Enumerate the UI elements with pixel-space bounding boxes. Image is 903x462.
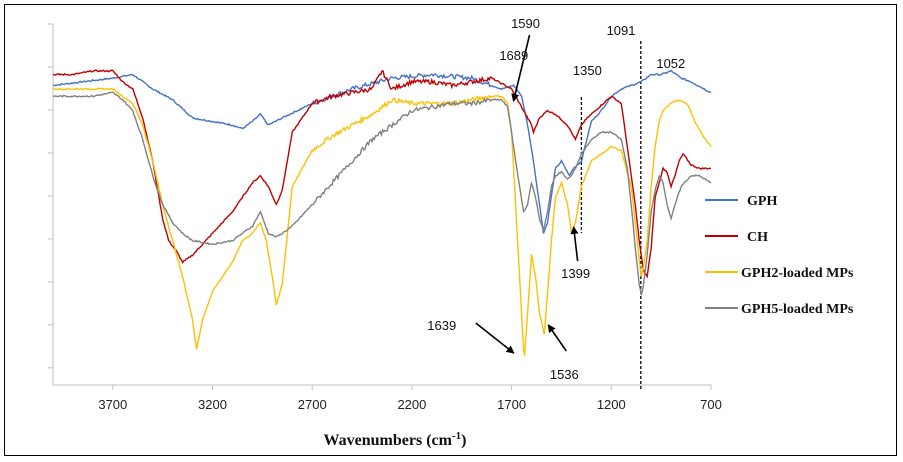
arrow-1536	[547, 324, 567, 352]
arrow-1399	[570, 226, 579, 262]
reference-lines	[580, 41, 642, 389]
x-tick-label: 1700	[497, 397, 526, 412]
y-axis-ticks	[48, 23, 53, 369]
series-line-3	[52, 87, 712, 356]
series-line-4	[52, 91, 712, 296]
x-tick-label: 700	[700, 397, 722, 412]
legend-label-1: GPH	[747, 194, 777, 209]
annotation-label-1350: 1350	[573, 63, 602, 78]
series-line-1	[52, 69, 712, 234]
x-axis-label-close: )	[461, 432, 466, 449]
annotation-label-1639: 1639	[427, 318, 456, 333]
annotations: 1689 1590 1350 1091 1052 1399 1639 1536	[427, 16, 685, 382]
legend-label-3: GPH2-loaded MPs	[741, 266, 854, 281]
x-tick-label: 2200	[397, 397, 426, 412]
x-tick-label: 2700	[298, 397, 327, 412]
x-axis-ticks: 3700 3200 2700 2200 1700 1200 700	[98, 385, 722, 412]
arrow-1639	[475, 322, 515, 354]
figure-frame: 3700 3200 2700 2200 1700 1200 700 1689 1590 1350…	[4, 4, 897, 456]
axes	[52, 24, 711, 386]
x-tick-label: 3700	[98, 397, 127, 412]
legend-label-2: CH	[747, 230, 768, 245]
series-lines	[52, 69, 712, 356]
annotation-label-1536: 1536	[550, 367, 579, 382]
annotation-label-1399: 1399	[561, 266, 590, 281]
annotation-label-1052: 1052	[656, 56, 685, 71]
x-axis-label: Wavenumbers (cm-1)	[324, 430, 467, 449]
x-axis-label-superscript: -1	[452, 430, 461, 442]
annotation-arrows	[475, 34, 579, 354]
legend-label-4: GPH5-loaded MPs	[741, 302, 854, 317]
x-tick-label: 1200	[597, 397, 626, 412]
x-tick-label: 3200	[198, 397, 227, 412]
annotation-label-1091: 1091	[607, 23, 636, 38]
series-line-2	[52, 69, 712, 279]
ftir-chart: 3700 3200 2700 2200 1700 1200 700 1689 1590 1350…	[48, 16, 854, 449]
annotation-label-1689: 1689	[499, 48, 528, 63]
legend: GPH CH GPH2-loaded MPs GPH5-loaded MPs	[705, 194, 854, 317]
annotation-label-1590: 1590	[511, 16, 540, 31]
arrow-1590	[511, 34, 531, 102]
